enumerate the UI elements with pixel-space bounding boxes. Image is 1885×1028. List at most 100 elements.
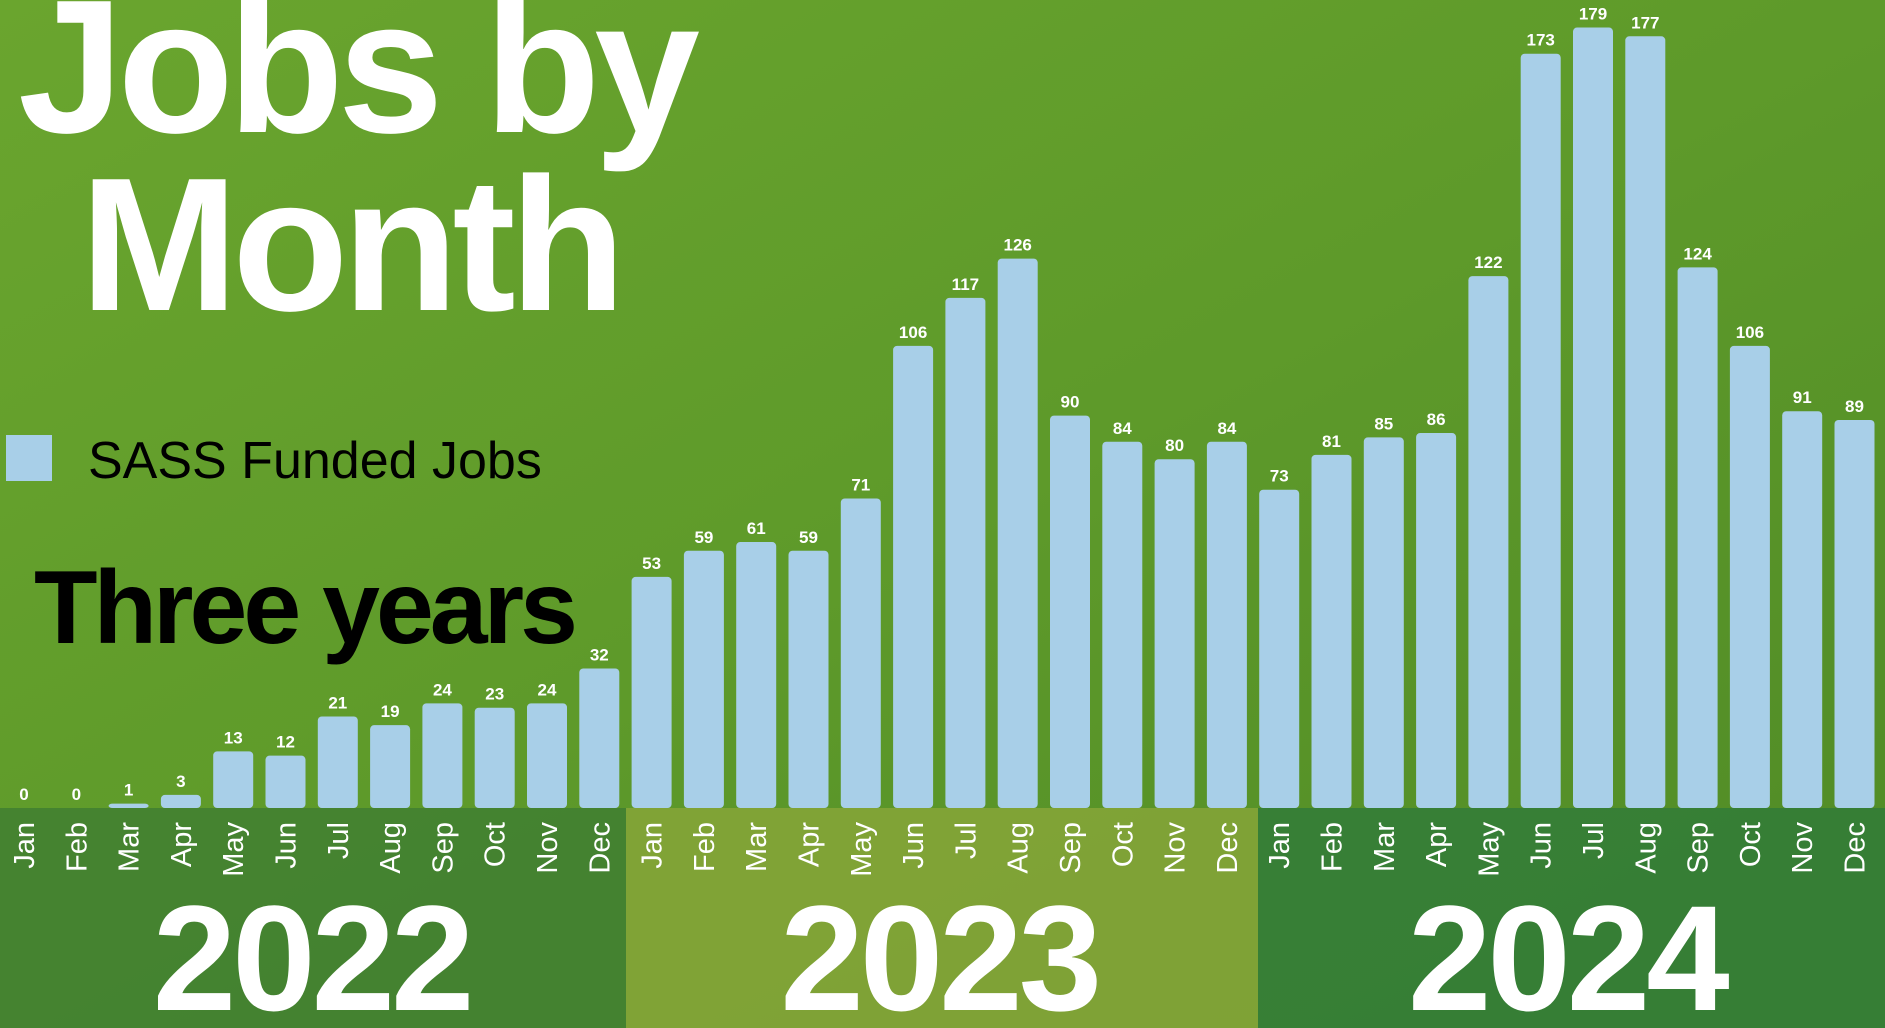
bar xyxy=(631,576,672,808)
x-tick-label: Oct xyxy=(1735,822,1767,867)
bar xyxy=(1363,437,1404,808)
x-tick-label: Jun xyxy=(898,822,930,869)
x-tick-label: Mar xyxy=(1369,822,1401,872)
bar xyxy=(1102,441,1143,808)
legend-swatch xyxy=(6,435,52,481)
data-label: 173 xyxy=(1527,31,1555,50)
data-label: 84 xyxy=(1113,419,1132,438)
data-label: 23 xyxy=(485,685,504,704)
data-label: 3 xyxy=(176,772,185,791)
data-label: 179 xyxy=(1579,5,1607,24)
data-label: 59 xyxy=(694,528,713,547)
x-tick-label: Jun xyxy=(271,822,303,869)
bar xyxy=(422,703,463,808)
data-label: 126 xyxy=(1004,236,1032,255)
data-label: 59 xyxy=(799,528,818,547)
data-label: 106 xyxy=(899,323,927,342)
bar xyxy=(317,716,358,808)
data-label: 32 xyxy=(590,645,609,664)
data-label: 71 xyxy=(851,475,870,494)
year-label: 2024 xyxy=(1408,874,1729,1028)
x-tick-label: Jun xyxy=(1526,822,1558,869)
bar xyxy=(1573,27,1613,809)
data-label: 86 xyxy=(1427,410,1446,429)
chart-title: Jobs by Month xyxy=(18,0,699,351)
bar xyxy=(1468,276,1509,809)
year-label: 2022 xyxy=(153,874,471,1028)
data-label: 85 xyxy=(1374,414,1393,433)
x-tick-label: Jul xyxy=(1578,822,1610,859)
data-label: 106 xyxy=(1736,323,1764,342)
x-tick-label: Nov xyxy=(532,822,564,874)
data-label: 0 xyxy=(19,785,28,804)
x-tick-label: Feb xyxy=(61,822,93,872)
bar xyxy=(1206,441,1247,808)
data-label: 21 xyxy=(328,693,347,712)
x-tick-label: Jul xyxy=(323,822,355,859)
year-band xyxy=(0,808,626,1028)
bar xyxy=(213,751,254,808)
bar xyxy=(893,345,934,808)
data-label: 90 xyxy=(1061,393,1080,412)
bar xyxy=(1677,267,1718,808)
data-label: 0 xyxy=(72,785,81,804)
data-label: 24 xyxy=(538,680,557,699)
bar xyxy=(1154,459,1195,808)
data-label: 61 xyxy=(747,519,766,538)
data-label: 13 xyxy=(224,728,243,747)
bar xyxy=(1416,433,1457,808)
data-label: 19 xyxy=(381,702,400,721)
data-label: 89 xyxy=(1845,397,1864,416)
x-tick-label: Sep xyxy=(1055,822,1087,874)
x-tick-label: Mar xyxy=(114,822,146,872)
bar xyxy=(1050,415,1090,808)
x-tick-label: May xyxy=(218,822,250,877)
data-label: 91 xyxy=(1793,388,1812,407)
x-tick-label: Jul xyxy=(950,822,982,859)
bar xyxy=(945,297,986,808)
x-tick-label: May xyxy=(1473,822,1505,877)
data-label: 177 xyxy=(1631,13,1659,32)
data-label: 81 xyxy=(1322,432,1341,451)
x-tick-label: Aug xyxy=(375,822,407,874)
bar xyxy=(788,550,829,808)
x-tick-label: Dec xyxy=(1840,822,1872,874)
chart-subtitle: Three years xyxy=(34,550,574,666)
bar xyxy=(840,498,881,808)
bar xyxy=(683,550,724,808)
bar xyxy=(997,258,1038,808)
x-tick-label: Oct xyxy=(480,822,512,867)
x-tick-label: Feb xyxy=(1317,822,1349,872)
x-tick-label: Apr xyxy=(794,822,826,867)
x-tick-label: Aug xyxy=(1003,822,1035,874)
x-tick-label: Apr xyxy=(166,822,198,867)
year-band xyxy=(626,808,1258,1028)
x-tick-label: Sep xyxy=(427,822,459,874)
data-label: 24 xyxy=(433,680,452,699)
data-label: 124 xyxy=(1683,244,1712,263)
data-label: 53 xyxy=(642,554,661,573)
x-tick-label: Aug xyxy=(1630,822,1662,874)
bar xyxy=(108,803,149,808)
bar xyxy=(1625,36,1666,808)
bar xyxy=(736,542,777,808)
x-tick-label: Jan xyxy=(637,822,669,869)
data-label: 73 xyxy=(1270,467,1289,486)
bar xyxy=(370,725,411,808)
bar xyxy=(474,707,515,808)
x-tick-label: Dec xyxy=(1212,822,1244,874)
x-tick-label: Nov xyxy=(1787,822,1819,874)
data-label: 80 xyxy=(1165,436,1184,455)
data-label: 1 xyxy=(124,781,133,800)
x-tick-label: Jan xyxy=(1264,822,1296,869)
bar xyxy=(265,755,306,808)
bar xyxy=(1311,454,1352,808)
legend-label: SASS Funded Jobs xyxy=(88,432,542,490)
x-tick-label: Feb xyxy=(689,822,721,872)
data-label: 117 xyxy=(952,275,979,294)
bar xyxy=(160,794,201,808)
data-label: 12 xyxy=(276,733,295,752)
x-tick-label: Dec xyxy=(584,822,616,874)
x-tick-label: May xyxy=(846,822,878,877)
